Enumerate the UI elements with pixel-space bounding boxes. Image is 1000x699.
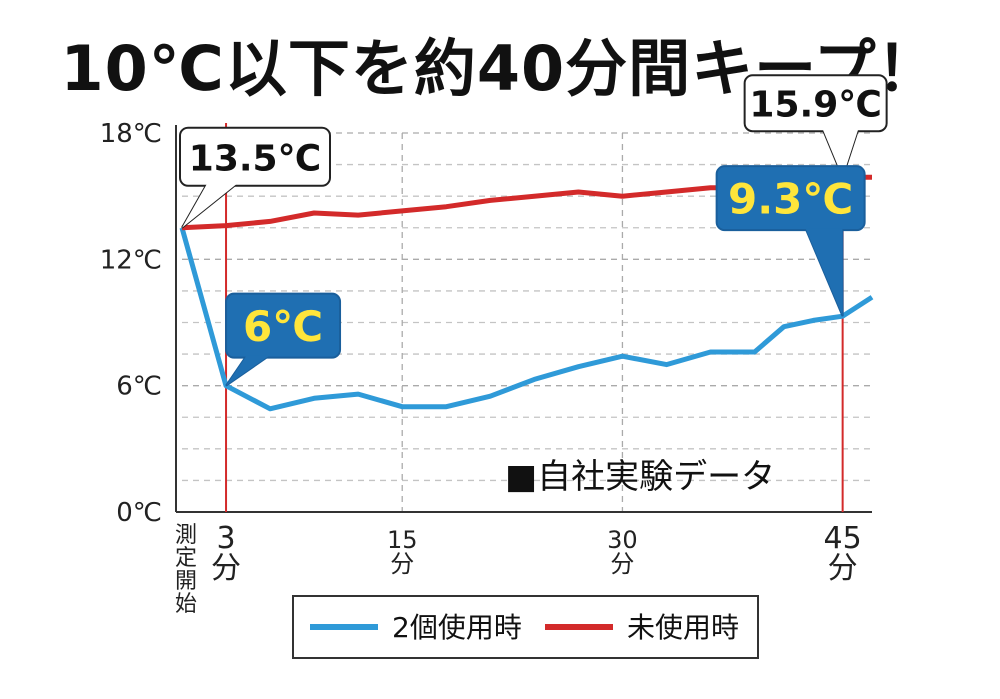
- svg-text:定: 定: [175, 546, 197, 571]
- legend-item: 未使用時: [545, 611, 739, 644]
- svg-text:分: 分: [211, 551, 241, 586]
- svg-text:9.3℃: 9.3℃: [728, 175, 853, 224]
- x-tick-label: 45分: [824, 521, 862, 586]
- svg-text:3: 3: [216, 521, 235, 556]
- callout-label: 15.9℃: [743, 74, 888, 181]
- svg-text:測: 測: [175, 523, 197, 548]
- svg-text:始: 始: [175, 592, 197, 617]
- y-tick-label: 0℃: [116, 498, 162, 528]
- y-tick-label: 6℃: [116, 372, 162, 402]
- legend-item: 2個使用時: [310, 611, 522, 644]
- callout-label: 6℃: [225, 292, 342, 387]
- x-tick-label: 30分: [607, 526, 638, 578]
- callout-layer: 13.5℃ 6℃ 15.9℃ 9.3℃: [179, 74, 888, 387]
- svg-text:分: 分: [828, 551, 858, 586]
- callout-label: 9.3℃: [715, 165, 866, 317]
- y-tick-label: 18℃: [100, 119, 162, 149]
- legend-label: 未使用時: [627, 611, 739, 644]
- source-note: ■自社実験データ: [505, 457, 775, 497]
- svg-text:分: 分: [610, 550, 634, 578]
- svg-text:45: 45: [824, 521, 862, 556]
- y-tick-label: 12℃: [100, 245, 162, 275]
- series-line: [179, 227, 874, 412]
- x-tick-label: 3分: [211, 521, 241, 586]
- legend-layer: 2個使用時 未使用時: [292, 595, 759, 659]
- legend: 2個使用時 未使用時: [292, 595, 759, 659]
- svg-text:分: 分: [390, 550, 414, 578]
- svg-text:30: 30: [607, 526, 638, 554]
- svg-text:開: 開: [175, 569, 197, 594]
- callout-label: 13.5℃: [179, 126, 331, 229]
- x-tick-label: 15分: [387, 526, 418, 578]
- legend-label: 2個使用時: [392, 611, 522, 644]
- svg-text:13.5℃: 13.5℃: [189, 139, 321, 180]
- svg-text:15: 15: [387, 526, 418, 554]
- svg-text:15.9℃: 15.9℃: [749, 85, 881, 126]
- svg-text:6℃: 6℃: [243, 302, 323, 351]
